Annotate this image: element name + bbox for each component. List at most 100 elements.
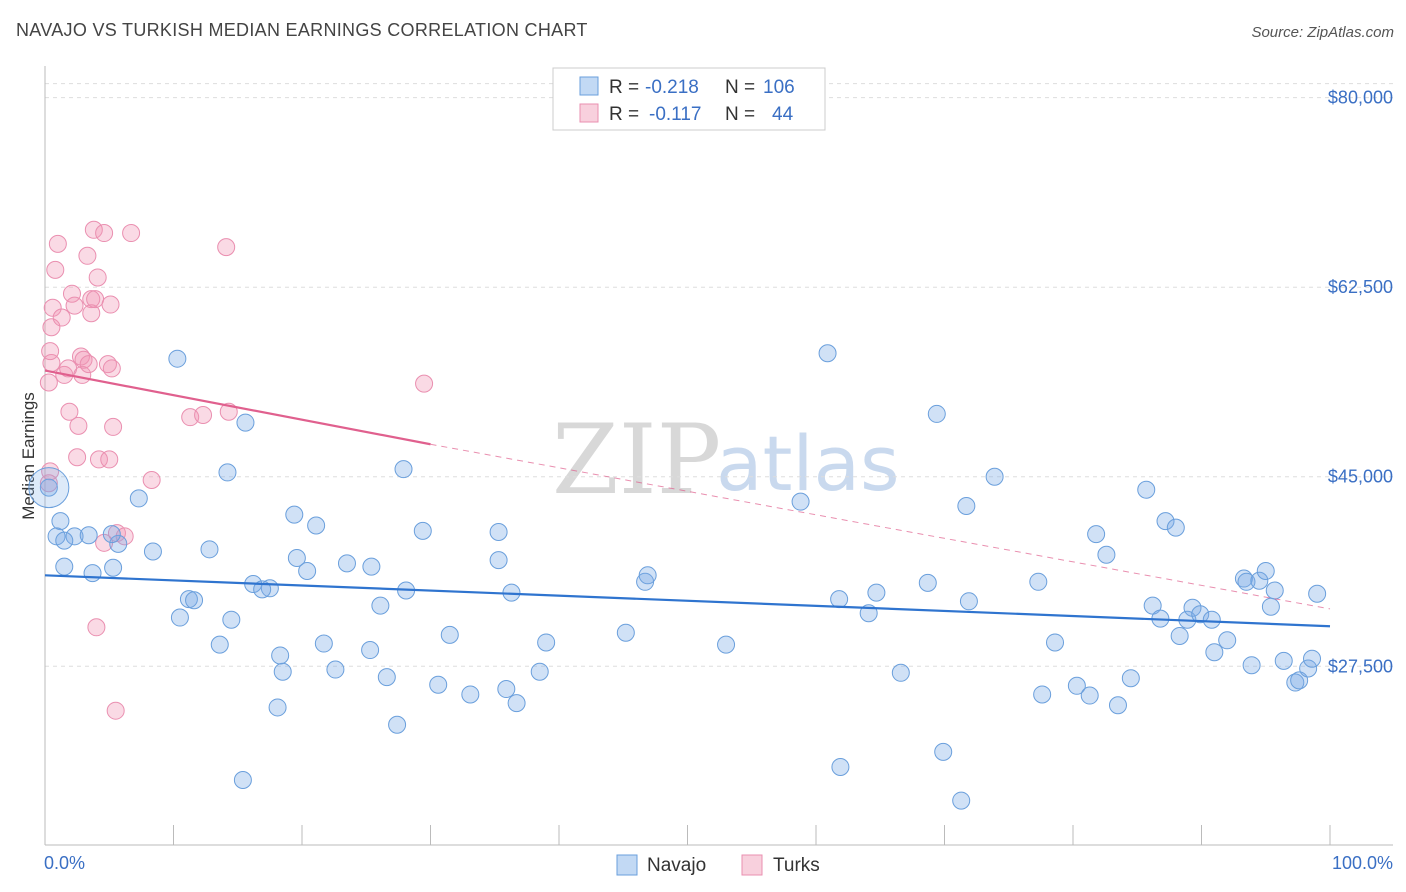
legend-r-value-turks: -0.117 bbox=[649, 104, 701, 125]
navajo-point-70 bbox=[959, 592, 978, 611]
y-tick-label-1: $62,500 bbox=[1328, 277, 1393, 297]
turks-point-17 bbox=[71, 347, 90, 366]
turks-point-7 bbox=[46, 260, 65, 279]
turks-point-35 bbox=[102, 359, 121, 378]
turks-point-8 bbox=[48, 234, 67, 253]
navajo-point-77 bbox=[1087, 525, 1106, 544]
navajo-point-27 bbox=[273, 662, 292, 681]
navajo-point-53 bbox=[537, 633, 556, 652]
navajo-point-104 bbox=[1303, 649, 1322, 668]
navajo-point-5 bbox=[55, 531, 74, 550]
turks-point-4 bbox=[41, 342, 60, 361]
navajo-point-57 bbox=[717, 635, 736, 654]
navajo-point-102 bbox=[1290, 671, 1309, 690]
navajo-point-0 bbox=[39, 478, 58, 497]
navajo-point-61 bbox=[831, 758, 850, 777]
navajo-point-38 bbox=[362, 557, 381, 576]
navajo-point-34 bbox=[326, 660, 345, 679]
navajo-point-90 bbox=[1202, 610, 1221, 629]
navajo-point-84 bbox=[1156, 512, 1175, 531]
navajo-point-35 bbox=[337, 554, 356, 573]
navajo-point-4 bbox=[79, 526, 98, 545]
navajo-trend-line bbox=[44, 574, 1331, 628]
navajo-point-17 bbox=[200, 540, 219, 559]
navajo-point-15 bbox=[179, 590, 198, 609]
navajo-point-10 bbox=[104, 558, 123, 577]
navajo-point-8 bbox=[55, 557, 74, 576]
legend-n-value-turks: 44 bbox=[772, 104, 794, 125]
turks-point-23 bbox=[82, 304, 101, 323]
navajo-point-81 bbox=[1137, 480, 1156, 499]
turks-point-45 bbox=[415, 374, 434, 393]
navajo-point-91 bbox=[1205, 643, 1224, 662]
navajo-point-33 bbox=[307, 516, 326, 535]
navajo-point-19 bbox=[218, 463, 237, 482]
turks-point-43 bbox=[217, 238, 236, 257]
navajo-point-40 bbox=[388, 715, 407, 734]
navajo-point-99 bbox=[1265, 581, 1284, 600]
navajo-point-63 bbox=[867, 583, 886, 602]
navajo-point-47 bbox=[489, 551, 508, 570]
navajo-point-26 bbox=[268, 698, 287, 717]
legend-swatch-navajo bbox=[579, 76, 599, 96]
navajo-point-75 bbox=[1067, 676, 1086, 695]
turks-point-40 bbox=[142, 470, 161, 489]
navajo-point-37 bbox=[371, 596, 390, 615]
navajo-point-97 bbox=[1256, 561, 1275, 580]
axes bbox=[44, 66, 1393, 846]
source-credit: Source: ZipAtlas.com bbox=[1251, 24, 1394, 41]
navajo-point-98 bbox=[1261, 597, 1280, 616]
watermark-zip: ZIP bbox=[552, 404, 721, 516]
turks-point-13 bbox=[62, 284, 81, 303]
y-tick-label-0: $80,000 bbox=[1328, 88, 1393, 108]
navajo-point-88 bbox=[1183, 598, 1202, 617]
navajo-point-58 bbox=[791, 492, 810, 511]
navajo-point-92 bbox=[1218, 631, 1237, 650]
legend-swatch-turks bbox=[579, 103, 599, 123]
navajo-point-103 bbox=[1299, 659, 1318, 678]
navajo-point-94 bbox=[1237, 572, 1256, 591]
series-navajo-points bbox=[28, 344, 1327, 810]
legend-n-value-navajo: 106 bbox=[763, 77, 795, 98]
navajo-point-14 bbox=[143, 542, 162, 561]
turks-point-6 bbox=[43, 298, 62, 317]
navajo-point-66 bbox=[934, 742, 953, 761]
navajo-point-20 bbox=[222, 610, 241, 629]
navajo-point-51 bbox=[507, 694, 526, 713]
navajo-point-1 bbox=[51, 512, 70, 531]
navajo-point-49 bbox=[497, 680, 516, 699]
turks-point-27 bbox=[86, 290, 105, 309]
navajo-point-74 bbox=[1046, 633, 1065, 652]
x-tick-label-start: 0.0% bbox=[44, 853, 85, 873]
turks-point-25 bbox=[87, 618, 106, 637]
legend-n-label-navajo: N = bbox=[725, 77, 755, 98]
navajo-point-71 bbox=[985, 467, 1004, 486]
navajo-point-45 bbox=[440, 625, 459, 644]
navajo-point-95 bbox=[1242, 656, 1261, 675]
navajo-point-69 bbox=[957, 496, 976, 515]
series-legend: Navajo Turks bbox=[616, 854, 820, 876]
navajo-point-32 bbox=[298, 561, 317, 580]
navajo-point-89 bbox=[1191, 605, 1210, 624]
navajo-point-76 bbox=[1080, 686, 1099, 705]
turks-point-12 bbox=[60, 402, 79, 421]
navajo-point-21 bbox=[236, 413, 255, 432]
y-tick-label-3: $27,500 bbox=[1328, 656, 1393, 676]
navajo-point-large bbox=[28, 467, 70, 509]
navajo-point-46 bbox=[461, 685, 480, 704]
turks-point-28 bbox=[88, 268, 107, 287]
navajo-point-72 bbox=[1029, 572, 1048, 591]
correlation-legend: R = -0.218 N = 106 R = -0.117 N = 44 bbox=[552, 67, 826, 131]
turks-point-29 bbox=[95, 224, 114, 243]
turks-trend-line bbox=[44, 369, 431, 446]
navajo-point-78 bbox=[1097, 545, 1116, 564]
turks-trend-extension bbox=[430, 443, 1331, 610]
y-tick-labels: $80,000 $62,500 $45,000 $27,500 bbox=[1328, 88, 1393, 677]
navajo-point-12 bbox=[168, 349, 187, 368]
turks-point-26 bbox=[89, 450, 108, 469]
bottom-legend-swatch-navajo bbox=[616, 854, 638, 876]
turks-point-32 bbox=[100, 450, 119, 469]
legend-r-value-navajo: -0.218 bbox=[645, 77, 699, 98]
navajo-point-86 bbox=[1170, 626, 1189, 645]
